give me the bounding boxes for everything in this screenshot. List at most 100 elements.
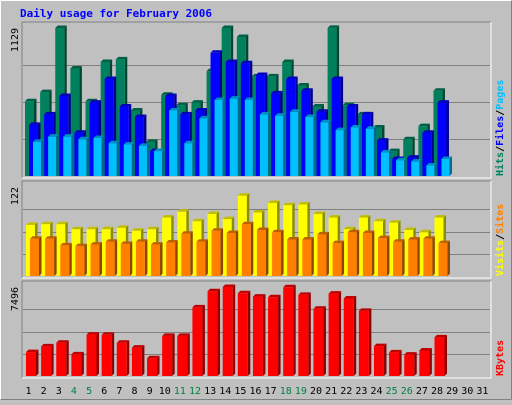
bar-kbytes-day-10	[162, 333, 175, 376]
bar-pages-day-9-face	[154, 151, 163, 176]
bar-sites-day-3-face	[60, 245, 70, 276]
bar-hits-day-3-top	[55, 25, 67, 28]
bar-kbytes-day-16-top	[252, 294, 266, 297]
bar-pages-day-23	[365, 126, 377, 176]
bar-kbytes-day-9-top	[147, 355, 160, 359]
bar-pages-day-8-side	[146, 143, 150, 176]
legend-entry-files: Files	[494, 116, 506, 146]
bar-kbytes-day-20	[313, 306, 326, 376]
bar-kbytes-day-27-top	[419, 347, 432, 351]
bar-hits-day-7-top	[115, 56, 128, 60]
bar-pages-day-14-face	[229, 98, 238, 176]
bar-pages-day-13-face	[214, 99, 223, 176]
bar-visits-day-11-top	[177, 209, 189, 212]
bar-pages-day-22	[350, 124, 362, 176]
bar-pages-day-14-side	[237, 96, 241, 176]
bar-sites-day-2	[45, 236, 57, 276]
bar-kbytes-day-9-side	[157, 355, 160, 376]
bar-pages-day-3-top	[63, 134, 74, 137]
bar-hits-day-26-top	[403, 136, 415, 140]
bar-sites-day-20-side	[326, 231, 329, 276]
bar-pages-day-21-face	[335, 130, 344, 176]
bar-sites-day-19-top	[302, 237, 314, 240]
bar-pages-day-13-side	[222, 97, 226, 176]
bar-sites-day-8-top	[135, 239, 148, 242]
bar-sites-day-8-face	[135, 241, 145, 276]
bar-pages-day-15-side	[252, 97, 256, 176]
bar-pages-day-24-face	[380, 152, 389, 176]
bar-visits-day-16-top	[252, 210, 265, 213]
bar-pages-day-2-side	[56, 134, 59, 176]
bar-visits-day-12-top	[192, 218, 204, 222]
bar-sites-day-22-side	[356, 229, 360, 276]
bar-kbytes-day-5-face	[86, 334, 97, 376]
bar-kbytes-day-28-side	[444, 334, 447, 376]
bar-kbytes-day-12	[192, 304, 205, 376]
x-tick-label-day-20: 20	[310, 386, 322, 397]
bar-sites-day-17-face	[272, 232, 282, 276]
bar-files-day-3-face	[59, 96, 69, 176]
bar-sites-day-13	[211, 228, 224, 276]
bar-pages-day-28-face	[441, 158, 450, 176]
bar-visits-day-9-top	[147, 226, 159, 230]
bar-kbytes-day-7-side	[126, 340, 130, 376]
bar-sites-day-23-side	[371, 230, 375, 276]
bar-hits-day-4-top	[70, 66, 82, 69]
bar-kbytes-day-27-face	[419, 350, 430, 376]
bar-sites-day-19-side	[311, 237, 314, 276]
bar-sites-day-24-top	[377, 235, 390, 239]
bar-hits-day-20-top	[312, 104, 324, 107]
x-tick-label-day-23: 23	[355, 386, 367, 397]
bar-kbytes-day-22-top	[343, 295, 357, 299]
bar-visits-day-27-top	[419, 229, 431, 233]
panel-3-border-dark	[21, 280, 491, 378]
bar-pages-day-19	[305, 114, 316, 176]
bar-pages-day-8	[138, 143, 150, 176]
bar-pages-day-9-side	[162, 148, 165, 176]
bar-kbytes-day-19-face	[298, 294, 309, 376]
bar-pages-day-13-top	[214, 97, 226, 100]
bar-sites-day-21-top	[332, 240, 345, 244]
bar-files-day-13-top	[210, 50, 223, 53]
panel-1-border-light	[22, 22, 492, 179]
series-sites	[30, 221, 450, 276]
bar-kbytes-day-1-top	[26, 349, 39, 353]
bar-pages-day-2-face	[48, 136, 57, 176]
x-tick-label-day-18: 18	[280, 386, 292, 397]
x-tick-label-day-25: 25	[386, 386, 398, 397]
legend-separator: /	[495, 234, 506, 240]
bar-hits-day-19-top	[297, 83, 309, 86]
bar-kbytes-day-28-face	[434, 337, 445, 376]
bar-sites-day-2-face	[45, 238, 55, 276]
bar-hits-day-8-top	[130, 107, 143, 111]
bar-sites-day-23-top	[362, 230, 375, 233]
bar-sites-day-4-face	[75, 246, 85, 276]
bar-sites-day-6-face	[105, 241, 115, 276]
bar-pages-day-26-top	[411, 159, 422, 162]
bar-visits-day-28-top	[434, 215, 446, 218]
bar-kbytes-day-19	[298, 292, 311, 376]
bar-files-day-14-top	[225, 59, 238, 62]
bar-kbytes-day-10-top	[162, 333, 175, 336]
bar-hits-day-2-top	[40, 89, 52, 93]
bar-files-day-7-top	[119, 104, 132, 107]
bar-pages-day-20	[320, 119, 331, 176]
bar-kbytes-day-28-top	[434, 334, 447, 338]
bar-pages-day-25-face	[396, 160, 405, 176]
bar-sites-day-11-top	[181, 231, 193, 234]
bar-pages-day-11-side	[192, 140, 195, 176]
bar-pages-day-8-face	[138, 145, 147, 176]
x-tick-label-day-12: 12	[189, 386, 201, 397]
bar-hits-day-4-face	[70, 68, 80, 176]
bar-kbytes-day-20-top	[313, 306, 326, 309]
panel-2-border-light	[22, 181, 492, 279]
bar-pages-day-6	[108, 140, 120, 176]
bar-kbytes-day-26	[404, 352, 417, 376]
bar-sites-day-18-top	[287, 237, 299, 240]
bar-pages-day-6-face	[108, 143, 117, 176]
bar-sites-day-16	[256, 227, 269, 276]
bar-sites-day-22-top	[347, 229, 360, 233]
bar-kbytes-day-11-side	[187, 333, 190, 376]
bar-sites-day-3-top	[60, 242, 72, 246]
legend-entry-kbytes: KBytes	[495, 340, 506, 376]
